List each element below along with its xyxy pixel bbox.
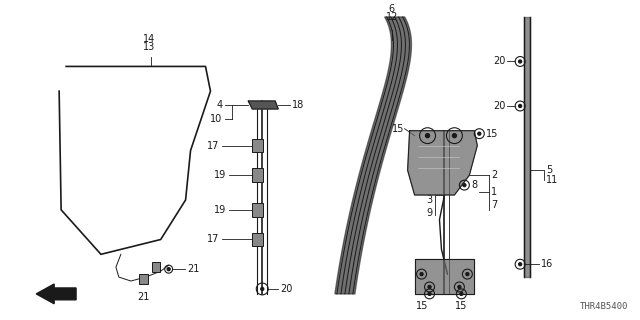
- Circle shape: [458, 285, 461, 288]
- Text: 21: 21: [138, 292, 150, 302]
- Text: 5: 5: [546, 165, 552, 175]
- Circle shape: [428, 285, 431, 288]
- Polygon shape: [408, 131, 477, 195]
- Text: 11: 11: [546, 175, 558, 185]
- Polygon shape: [524, 17, 530, 277]
- Circle shape: [478, 132, 481, 135]
- Text: THR4B5400: THR4B5400: [580, 302, 628, 311]
- Text: 16: 16: [541, 259, 554, 269]
- Text: 12: 12: [385, 12, 398, 22]
- Text: 17: 17: [207, 235, 220, 244]
- Text: 20: 20: [280, 284, 292, 294]
- Circle shape: [463, 184, 466, 187]
- Text: 3: 3: [426, 195, 433, 205]
- Circle shape: [466, 273, 469, 276]
- Text: 4: 4: [216, 100, 223, 110]
- Circle shape: [420, 273, 423, 276]
- Bar: [152, 262, 160, 272]
- Polygon shape: [335, 17, 412, 294]
- FancyArrow shape: [36, 284, 76, 304]
- Circle shape: [426, 134, 429, 138]
- Text: 15: 15: [417, 301, 429, 311]
- Bar: [252, 203, 263, 217]
- Circle shape: [460, 292, 463, 295]
- Circle shape: [428, 292, 431, 295]
- Text: 19: 19: [214, 205, 227, 215]
- Polygon shape: [248, 101, 278, 109]
- Circle shape: [452, 134, 456, 138]
- Text: 18: 18: [292, 100, 305, 110]
- Text: 6: 6: [388, 4, 395, 14]
- Circle shape: [518, 263, 522, 266]
- Circle shape: [167, 268, 170, 271]
- Text: 15: 15: [486, 129, 499, 139]
- Text: 13: 13: [143, 42, 155, 52]
- Text: 1: 1: [492, 187, 497, 197]
- Text: 15: 15: [392, 124, 404, 134]
- Text: 21: 21: [188, 264, 200, 274]
- Bar: [252, 139, 263, 152]
- Text: 8: 8: [471, 180, 477, 190]
- Text: 7: 7: [492, 200, 497, 210]
- Text: 20: 20: [493, 101, 505, 111]
- Text: 15: 15: [455, 301, 468, 311]
- Polygon shape: [415, 259, 474, 294]
- Text: 10: 10: [210, 114, 223, 124]
- Text: 9: 9: [426, 208, 433, 218]
- Circle shape: [260, 287, 264, 291]
- Circle shape: [518, 60, 522, 63]
- Text: 20: 20: [493, 57, 505, 67]
- Text: FR.: FR.: [46, 289, 67, 299]
- Text: 19: 19: [214, 170, 227, 180]
- Bar: [140, 274, 148, 284]
- Text: 2: 2: [492, 170, 497, 180]
- Circle shape: [518, 105, 522, 108]
- Bar: [252, 168, 263, 182]
- Text: 17: 17: [207, 140, 220, 150]
- Bar: [252, 233, 263, 246]
- Text: 14: 14: [143, 34, 155, 44]
